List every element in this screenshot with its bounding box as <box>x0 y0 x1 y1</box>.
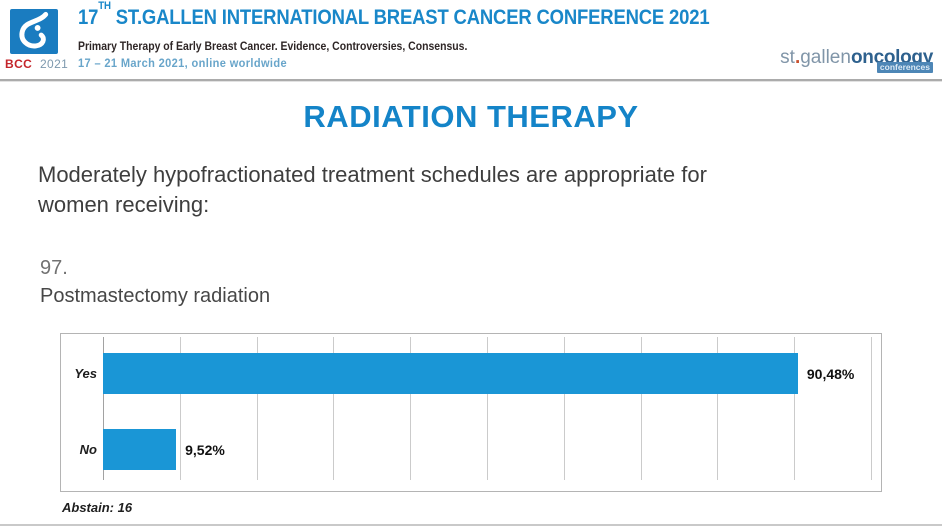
conference-subtitle: Primary Therapy of Early Breast Cancer. … <box>78 39 468 53</box>
bar-no <box>103 429 177 470</box>
brand-dot: . <box>794 47 801 68</box>
gridline <box>794 337 796 480</box>
gridline <box>871 337 872 480</box>
gridline <box>563 337 565 480</box>
brand-gallen: gallen <box>800 47 851 68</box>
bcc-logo-caption: BCC 2021 <box>5 57 68 71</box>
gridline <box>717 337 719 480</box>
brand-conferences-badge: conferences <box>876 62 933 73</box>
question-title: Postmastectomy radiation <box>40 285 271 307</box>
bottom-edge-line <box>0 524 942 526</box>
gridline <box>487 337 488 480</box>
question-intro-line2: women receiving: <box>38 192 210 217</box>
bcc-logo <box>10 9 58 54</box>
conference-title-ordinal: TH <box>98 0 111 12</box>
poll-bar-chart: Yes 90,48% No 9,52% <box>60 333 882 492</box>
conference-title: 17TH ST.GALLEN INTERNATIONAL BREAST CANC… <box>78 0 710 30</box>
plot-area <box>103 337 872 480</box>
header-divider <box>0 79 942 82</box>
abstain-note: Abstain: 16 <box>62 500 133 515</box>
brand-st: st <box>780 47 795 68</box>
bar-yes <box>103 353 798 394</box>
gridline <box>179 337 181 480</box>
slide-title: RADIATION THERAPY <box>303 99 639 134</box>
stgallen-oncology-logo: st.gallenoncology conferences <box>780 47 933 73</box>
category-label-yes: Yes <box>74 366 97 381</box>
category-label-no: No <box>79 442 97 457</box>
conference-title-rest: ST.GALLEN INTERNATIONAL BREAST CANCER CO… <box>110 6 710 29</box>
bcc-drop-icon <box>19 11 49 49</box>
bcc-logo-text: BCC <box>5 57 33 71</box>
question-intro: Moderately hypofractionated treatment sc… <box>38 160 707 220</box>
gridline <box>333 337 335 480</box>
value-label-no: 9,52% <box>185 441 225 458</box>
y-axis-line <box>103 337 104 480</box>
conference-title-number: 17 <box>78 6 99 29</box>
gridline <box>640 337 642 480</box>
conference-dates: 17 – 21 March 2021, online worldwide <box>78 56 287 70</box>
bcc-logo-year: 2021 <box>39 57 69 71</box>
gridline <box>256 337 258 480</box>
value-label-yes: 90,48% <box>806 365 855 382</box>
question-intro-line1: Moderately hypofractionated treatment sc… <box>38 162 707 187</box>
gridline <box>410 337 412 480</box>
question-number: 97. <box>40 257 68 279</box>
